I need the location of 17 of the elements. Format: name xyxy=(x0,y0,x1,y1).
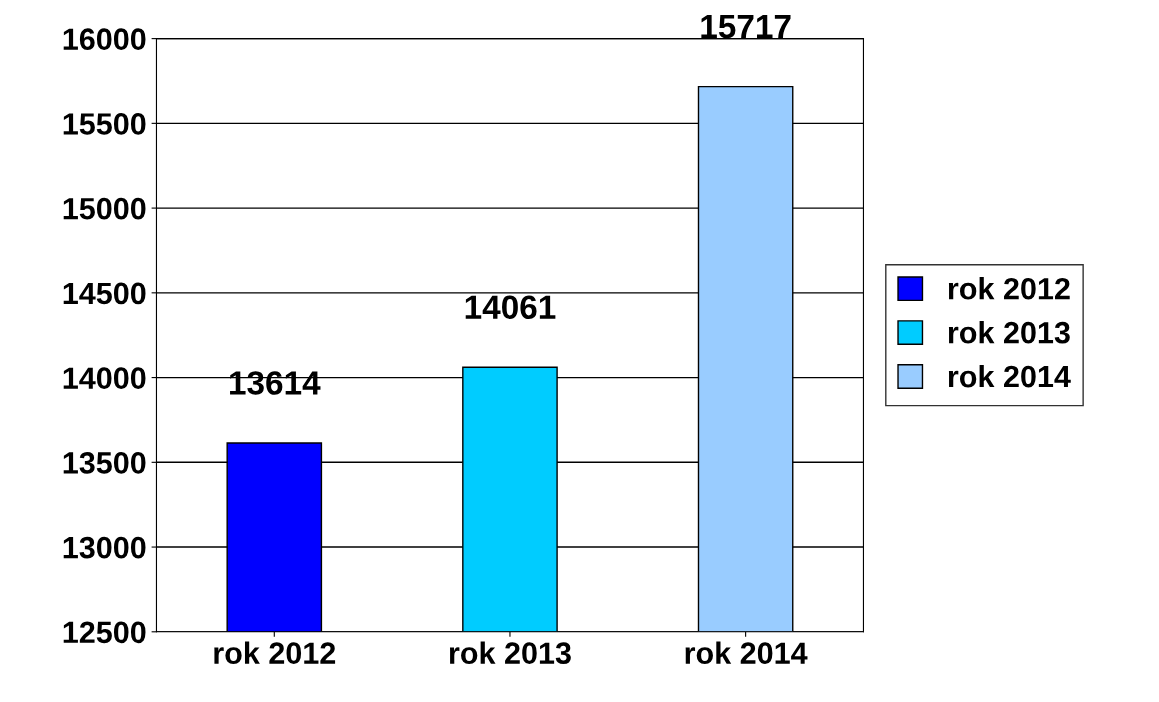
y-tick-label: 12500 xyxy=(63,621,146,644)
legend-label: rok 2012 xyxy=(948,277,1070,300)
y-tick-label: 15500 xyxy=(63,113,146,135)
x-tick-label: rok 2014 xyxy=(685,641,808,664)
y-tick-label: 16000 xyxy=(63,28,146,50)
y-tick-label: 14500 xyxy=(63,282,146,305)
y-tick-label: 13500 xyxy=(63,452,146,474)
x-tick-label: rok 2012 xyxy=(214,641,336,664)
x-tick-label: rok 2013 xyxy=(449,641,571,665)
data-label: 13614 xyxy=(230,371,321,395)
y-tick-label: 13000 xyxy=(63,536,146,559)
legend-label: rok 2013 xyxy=(948,321,1070,344)
data-label: 15717 xyxy=(701,15,791,39)
y-tick-label: 14000 xyxy=(63,367,146,389)
y-tick-label: 15000 xyxy=(63,197,146,220)
legend-label: rok 2014 xyxy=(948,364,1071,388)
data-label: 14061 xyxy=(465,295,556,319)
